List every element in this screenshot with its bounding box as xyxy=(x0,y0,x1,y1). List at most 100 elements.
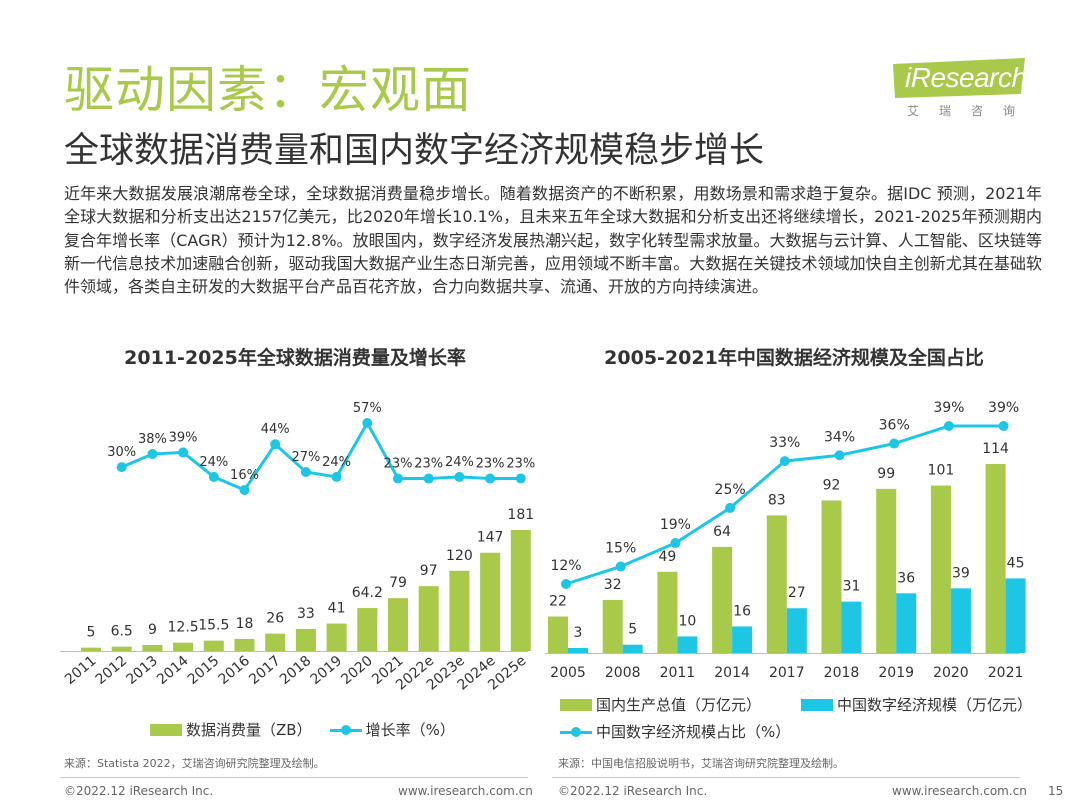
x-tick-label: 2020 xyxy=(933,665,969,681)
growth-rate-point xyxy=(362,418,373,428)
left-legend: 数据消费量（ZB） 增长率（%） xyxy=(150,719,455,740)
growth-rate-point xyxy=(454,471,465,482)
x-tick-label: 2005 xyxy=(550,665,586,681)
bar-label-consumption: 97 xyxy=(420,563,438,579)
bar-consumption xyxy=(388,598,408,651)
growth-rate-label: 30% xyxy=(107,445,136,460)
bar-label-digital-economy: 27 xyxy=(788,585,806,601)
iresearch-logo: iResearch 艾 瑞 咨 询 xyxy=(893,58,1027,124)
bar-label-consumption: 6.5 xyxy=(111,624,133,640)
share-point xyxy=(889,438,900,449)
left-chart-title: 2011-2025年全球数据消费量及增长率 xyxy=(124,347,466,369)
bar-consumption xyxy=(81,647,101,651)
footer-copyright-left: ©2022.12 iResearch Inc. xyxy=(64,784,214,798)
footer-url-right: www.iresearch.com.cn xyxy=(892,784,1027,798)
growth-rate-label: 24% xyxy=(199,455,228,470)
x-tick-label: 2008 xyxy=(605,665,641,681)
bar-consumption xyxy=(173,642,194,651)
growth-rate-point xyxy=(423,473,434,484)
share-label: 33% xyxy=(769,435,800,451)
growth-rate-label: 39% xyxy=(169,430,198,445)
bar-consumption xyxy=(142,644,163,651)
bar-label-digital-economy: 10 xyxy=(678,613,696,629)
bar-digital-economy xyxy=(950,588,971,653)
share-label: 39% xyxy=(988,400,1019,416)
share-point xyxy=(615,561,626,572)
growth-rate-label: 23% xyxy=(384,457,413,472)
growth-rate-label: 44% xyxy=(261,422,290,437)
legend-swatch-line xyxy=(560,726,592,738)
legend-swatch-bar xyxy=(150,723,182,736)
bar-label-gdp: 83 xyxy=(768,492,786,508)
bar-label-consumption: 26 xyxy=(266,611,284,627)
bar-digital-economy xyxy=(896,593,917,653)
legend-label-consumption: 数据消费量（ZB） xyxy=(186,721,312,739)
x-tick-label: 2017 xyxy=(769,665,805,681)
bar-label-digital-economy: 5 xyxy=(628,622,637,638)
bar-label-consumption: 120 xyxy=(446,548,473,564)
bar-gdp xyxy=(930,485,951,653)
right-legend-row2: 中国数字经济规模占比（%） xyxy=(560,721,790,742)
growth-rate-label: 23% xyxy=(476,457,505,472)
bar-label-consumption: 79 xyxy=(389,575,407,591)
share-label: 36% xyxy=(879,418,910,434)
growth-rate-label: 57% xyxy=(353,401,382,416)
x-tick-label: 2019 xyxy=(878,665,914,681)
bar-gdp xyxy=(548,616,568,653)
share-label: 34% xyxy=(824,429,855,445)
footer-divider-right xyxy=(552,777,1020,778)
growth-rate-point xyxy=(116,462,127,473)
legend-label-growth: 增长率（%） xyxy=(365,721,455,739)
bar-digital-economy xyxy=(568,648,588,653)
bar-label-gdp: 64 xyxy=(713,524,731,540)
legend-swatch-bar-cyan xyxy=(801,698,834,711)
growth-rate-label: 23% xyxy=(414,457,443,472)
bar-label-gdp: 99 xyxy=(877,466,895,482)
page-subtitle: 全球数据消费量和国内数字经济规模稳步增长 xyxy=(64,131,765,171)
share-point xyxy=(725,502,736,513)
bar-label-consumption: 18 xyxy=(236,616,254,632)
share-point xyxy=(943,421,954,431)
right-chart-title: 2005-2021年中国数据经济规模及全国占比 xyxy=(604,347,984,369)
bar-label-digital-economy: 16 xyxy=(733,603,751,619)
logo-text: iResearch xyxy=(905,62,1027,93)
growth-rate-point xyxy=(208,471,219,482)
left-source-note: 来源：Statista 2022，艾瑞咨询研究院整理及绘制。 xyxy=(64,757,325,770)
growth-rate-point xyxy=(393,473,403,484)
bar-label-digital-economy: 45 xyxy=(1007,555,1025,571)
bar-consumption xyxy=(326,623,347,651)
growth-rate-label: 38% xyxy=(138,432,167,447)
bar-gdp xyxy=(766,515,787,653)
bar-gdp xyxy=(602,599,623,653)
share-point xyxy=(998,421,1009,431)
share-point xyxy=(779,456,790,467)
bar-label-gdp: 92 xyxy=(823,477,841,493)
share-point xyxy=(561,579,571,589)
bar-gdp xyxy=(821,500,842,653)
logo-char: 艾 xyxy=(906,104,919,118)
share-label: 15% xyxy=(605,540,636,556)
x-tick-label: 2021 xyxy=(988,665,1024,681)
growth-rate-point xyxy=(270,439,281,450)
legend-swatch-bar xyxy=(560,698,592,711)
bar-gdp xyxy=(876,488,897,653)
bar-label-consumption: 33 xyxy=(297,606,315,622)
share-point xyxy=(834,450,845,461)
bar-label-digital-economy: 3 xyxy=(574,625,583,641)
legend-label-gdp: 国内生产总值（万亿元） xyxy=(596,696,762,714)
bar-label-consumption: 181 xyxy=(507,507,534,523)
bar-consumption xyxy=(234,638,255,651)
bar-label-gdp: 32 xyxy=(604,577,622,593)
bar-label-digital-economy: 39 xyxy=(952,565,970,581)
bar-digital-economy xyxy=(732,626,753,653)
bar-label-gdp: 49 xyxy=(658,549,676,565)
bar-gdp xyxy=(712,546,733,653)
bar-label-consumption: 12.5 xyxy=(168,620,199,636)
share-label: 25% xyxy=(715,482,746,498)
logo-char: 咨 xyxy=(970,104,983,118)
bar-consumption xyxy=(203,640,224,651)
bar-consumption xyxy=(449,570,470,651)
page-title: 驱动因素：宏观面 xyxy=(64,61,472,119)
